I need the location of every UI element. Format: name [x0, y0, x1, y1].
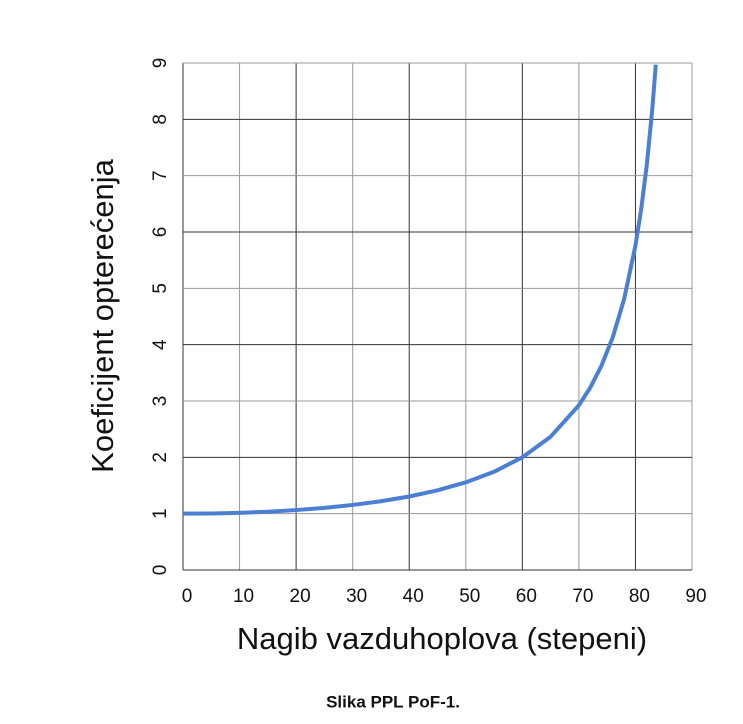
x-axis-title: Nagib vazduhoplova (stepeni)	[237, 621, 647, 656]
x-tick-label: 80	[629, 586, 650, 607]
y-tick-label: 7	[150, 170, 171, 181]
x-tick-label: 20	[290, 586, 311, 607]
caption: Slika PPL PoF-1.	[326, 692, 460, 711]
x-tick-label: 30	[346, 586, 367, 607]
x-tick-label: 90	[685, 586, 706, 607]
data-line	[182, 64, 658, 516]
x-tick-label: 70	[572, 586, 593, 607]
y-tick-label: 3	[150, 396, 171, 407]
y-tick-label: 4	[150, 339, 171, 350]
y-tick-label: 8	[150, 114, 171, 125]
y-tick-label: 1	[150, 508, 171, 519]
y-tick-label: 6	[150, 227, 171, 238]
y-tick-label: 0	[150, 565, 171, 576]
x-tick-label: 10	[233, 586, 254, 607]
y-tick-label: 2	[150, 452, 171, 463]
y-axis-title: Koeficijent opterećenja	[85, 158, 120, 472]
y-tick-label: 9	[150, 58, 171, 69]
x-tick-label: 0	[182, 586, 193, 607]
x-tick-label: 50	[459, 586, 480, 607]
x-tick-label: 40	[403, 586, 424, 607]
x-tick-label: 60	[516, 586, 537, 607]
y-tick-label: 5	[150, 283, 171, 294]
